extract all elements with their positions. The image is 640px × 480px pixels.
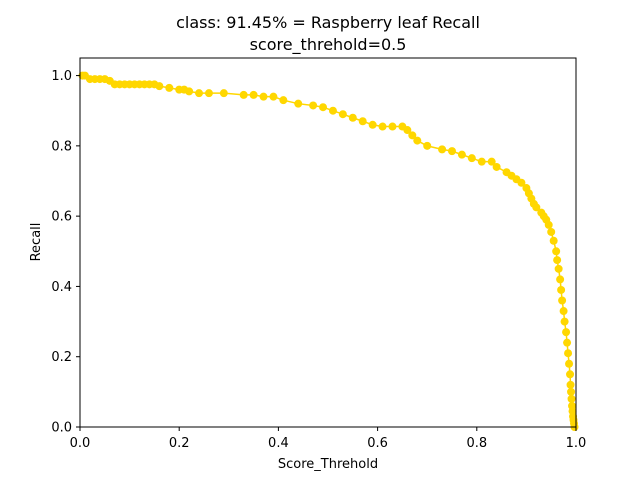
recall-point xyxy=(309,101,318,110)
recall-point xyxy=(319,103,328,112)
x-tick-label: 0.4 xyxy=(268,436,289,451)
recall-point xyxy=(259,92,268,101)
recall-point xyxy=(204,89,213,98)
y-axis-ticks: 0.0 0.2 0.4 0.6 0.8 1.0 xyxy=(51,69,80,436)
recall-point xyxy=(239,90,248,99)
recall-point xyxy=(477,157,486,166)
recall-point xyxy=(517,178,526,187)
recall-point xyxy=(567,394,576,403)
recall-point xyxy=(195,89,204,98)
y-axis-label: Recall xyxy=(29,223,44,262)
recall-point xyxy=(457,150,466,159)
recall-point xyxy=(368,120,377,129)
recall-point xyxy=(487,157,496,166)
recall-point xyxy=(328,106,337,115)
recall-point xyxy=(294,99,303,108)
x-tick-label: 0.8 xyxy=(466,436,487,451)
x-axis-label: Score_Threhold xyxy=(278,457,378,472)
recall-point xyxy=(378,122,387,131)
recall-point xyxy=(567,387,576,396)
recall-point xyxy=(358,117,367,126)
recall-point xyxy=(388,122,397,131)
recall-point xyxy=(423,141,432,150)
chart-title-line1: class: 91.45% = Raspberry leaf Recall xyxy=(176,13,480,32)
y-tick-label: 0.4 xyxy=(51,280,72,295)
recall-point xyxy=(557,285,566,294)
recall-point xyxy=(408,131,417,140)
recall-point xyxy=(438,145,447,154)
recall-point xyxy=(566,370,575,379)
recall-point xyxy=(413,136,422,145)
recall-point xyxy=(565,359,574,368)
recall-point xyxy=(532,203,541,212)
recall-point xyxy=(338,110,347,119)
x-tick-label: 1.0 xyxy=(566,436,587,451)
recall-point xyxy=(492,162,501,171)
recall-point xyxy=(552,247,561,256)
recall-point xyxy=(559,307,568,316)
recall-point xyxy=(563,338,572,347)
chart-title-line2: score_threhold=0.5 xyxy=(250,35,407,55)
recall-series-line xyxy=(82,74,576,428)
x-tick-label: 0.6 xyxy=(367,436,388,451)
y-tick-label: 0.2 xyxy=(51,350,72,365)
recall-point xyxy=(403,126,412,135)
y-tick-label: 0.8 xyxy=(51,139,72,154)
x-tick-label: 0.0 xyxy=(70,436,91,451)
recall-point xyxy=(348,113,357,122)
recall-point xyxy=(249,90,258,99)
recall-point xyxy=(560,317,569,326)
recall-point xyxy=(549,236,558,245)
recall-point xyxy=(165,83,174,92)
recall-point xyxy=(155,82,164,91)
x-axis-ticks: 0.0 0.2 0.4 0.6 0.8 1.0 xyxy=(70,427,587,451)
plot-frame xyxy=(79,57,577,428)
recall-point xyxy=(547,227,556,236)
recall-point xyxy=(553,256,562,265)
y-tick-label: 0.0 xyxy=(51,421,72,436)
recall-point xyxy=(269,92,278,101)
recall-point xyxy=(556,275,565,284)
recall-point xyxy=(564,349,573,358)
recall-point xyxy=(562,328,571,337)
recall-point xyxy=(558,296,567,305)
recall-point xyxy=(448,147,456,156)
y-tick-label: 0.6 xyxy=(51,210,72,225)
x-tick-label: 0.2 xyxy=(169,436,190,451)
recall-point xyxy=(554,264,563,273)
recall-point xyxy=(566,380,575,389)
y-tick-label: 1.0 xyxy=(51,69,72,84)
recall-point xyxy=(544,220,553,229)
recall-point xyxy=(185,87,194,96)
recall-point xyxy=(279,96,288,105)
recall-point xyxy=(219,89,228,98)
recall-point xyxy=(467,154,476,163)
plot-series xyxy=(78,71,579,431)
